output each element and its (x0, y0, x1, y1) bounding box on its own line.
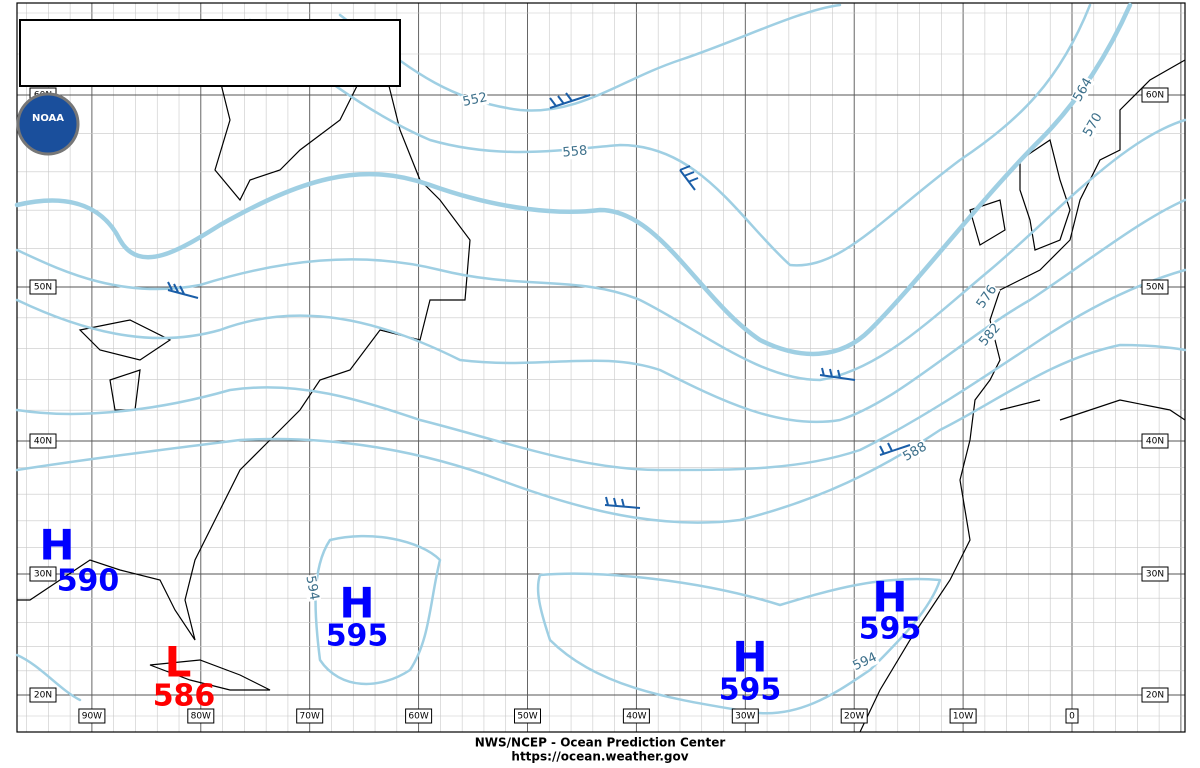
wind-barb (819, 367, 856, 381)
contour-label-bg (850, 650, 880, 674)
lon-label: 10W (953, 712, 973, 722)
map-frame (16, 2, 1186, 733)
contour-594-sw (15, 653, 82, 702)
lat-label: 30N (34, 570, 52, 580)
lon-label: 80W (191, 712, 211, 722)
contour-label-bg (1070, 75, 1096, 105)
lat-label-box (1141, 687, 1169, 703)
contour-552 (338, 3, 842, 112)
center-value: 595 (859, 612, 922, 647)
british-isles (969, 139, 1071, 251)
lat-label: 50N (1146, 283, 1164, 293)
center-letter: H (732, 633, 767, 682)
contour-label-bg (1080, 110, 1106, 140)
contour-label-bg (460, 90, 490, 110)
lat-label-box (29, 279, 57, 295)
contour-label: 558 (562, 143, 588, 160)
lon-label: 70W (300, 712, 320, 722)
contour-570 (15, 118, 1187, 382)
center-value: 595 (719, 673, 782, 708)
center-letter: H (39, 521, 74, 570)
header-frame (19, 19, 401, 87)
lon-label-box (840, 708, 868, 724)
lon-label: 90W (82, 712, 102, 722)
cuba (149, 659, 271, 691)
contour-588 (15, 343, 1187, 524)
contour-576 (15, 198, 1187, 424)
contour-594-west (314, 534, 442, 686)
wind-barbs (167, 92, 911, 509)
lat-label: 40N (1146, 437, 1164, 447)
contour-582 (15, 268, 1187, 472)
lon-label: 50W (517, 712, 537, 722)
lat-label-box (1141, 87, 1169, 103)
lat-label: 20N (1146, 691, 1164, 701)
iberia-med (999, 399, 1186, 421)
lon-label: 60W (408, 712, 428, 722)
footer-agency: NWS/NCEP - Ocean Prediction Center (475, 736, 726, 750)
wind-barb (549, 92, 591, 109)
lat-label-box (1141, 279, 1169, 295)
lon-label-box (187, 708, 215, 724)
header-box: NOAA (16, 19, 401, 156)
contour-label: 594 (302, 574, 321, 601)
lon-label: 0 (1069, 712, 1075, 722)
lat-label-box (1141, 433, 1169, 449)
logo-text: NOAA (32, 113, 64, 124)
lon-label-box (78, 708, 106, 724)
contour-label-bg (561, 143, 589, 161)
lon-label-box (622, 708, 650, 724)
center-value: 586 (153, 679, 216, 714)
logo (16, 92, 80, 156)
center-value: 590 (57, 564, 120, 599)
contour-label: 552 (461, 90, 488, 110)
lat-label-box (1141, 566, 1169, 582)
lon-label-box (1065, 708, 1079, 724)
center-letter: H (339, 579, 374, 628)
center-value: 595 (326, 619, 389, 654)
lon-label-box (296, 708, 324, 724)
contours (14, 2, 1187, 715)
footer-url: https://ocean.weather.gov (511, 750, 688, 764)
center-letter: L (165, 638, 192, 687)
contour-thick (14, 2, 1133, 357)
lat-label: 40N (34, 437, 52, 447)
wind-barb (879, 442, 911, 456)
lat-label: 20N (34, 691, 52, 701)
europe-africa-coast (859, 59, 1186, 733)
contour-label-bg (973, 282, 1001, 312)
wind-barb (604, 496, 641, 509)
lat-label: 60N (1146, 91, 1164, 101)
lat-label-box (29, 687, 57, 703)
lon-label: 20W (844, 712, 864, 722)
lat-label: 30N (1146, 570, 1164, 580)
lon-label: 40W (626, 712, 646, 722)
contour-label-bg (900, 439, 930, 465)
lon-label-box (731, 708, 759, 724)
lon-label-box (405, 708, 433, 724)
contour-558 (248, 3, 1092, 267)
lat-label: 50N (34, 283, 52, 293)
wind-barb (679, 165, 699, 191)
contour-label-bg (302, 573, 322, 603)
lon-label-box (514, 708, 541, 724)
wind-barb (167, 281, 199, 299)
lon-label: 30W (735, 712, 755, 722)
lat-label-box (29, 433, 57, 449)
lon-label-box (949, 708, 977, 724)
center-letter: H (872, 573, 907, 622)
contour-label-bg (976, 320, 1004, 350)
lat-label-box (29, 566, 57, 582)
